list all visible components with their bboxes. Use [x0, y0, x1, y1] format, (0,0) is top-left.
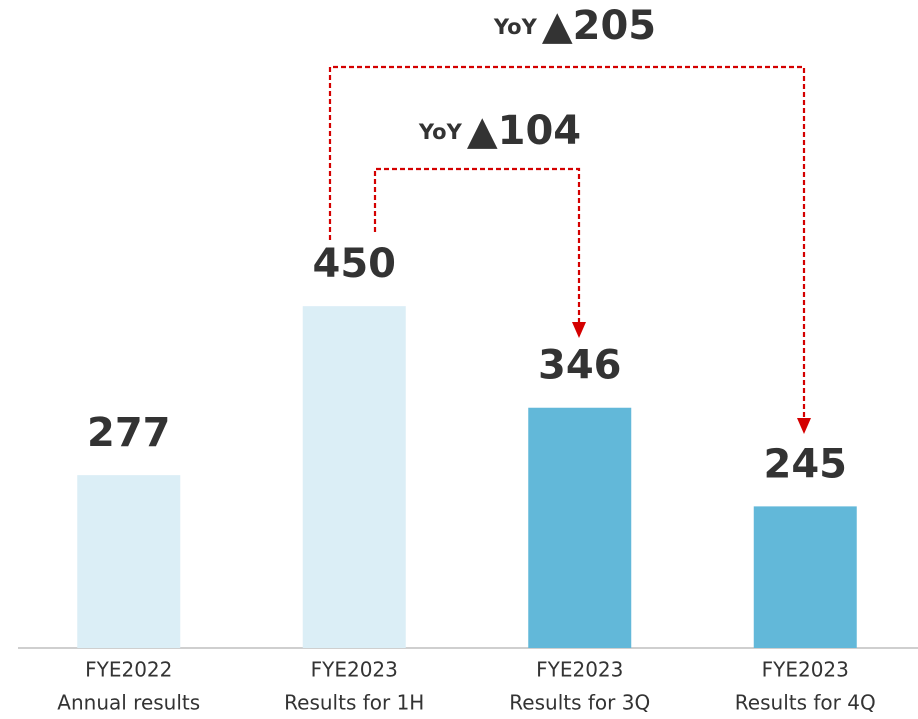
annotation: YoY ▲205: [493, 3, 656, 49]
arrow-head: [572, 322, 586, 338]
x-tick-label: FYE2022: [85, 658, 172, 682]
x-tick-label: Results for 1H: [284, 691, 424, 715]
x-tick-label: FYE2023: [311, 658, 398, 682]
x-tick-label: Annual results: [57, 691, 200, 715]
arrow-line: [328, 65, 806, 418]
annotation: YoY ▲104: [418, 108, 581, 154]
value-label: 450: [313, 241, 397, 287]
arrow-head: [797, 418, 811, 434]
x-tick-label: Results for 3Q: [509, 691, 650, 715]
annotation-label: YoY: [493, 15, 538, 39]
annotation-change: ▲104: [467, 108, 581, 154]
value-label: 245: [764, 441, 848, 487]
value-label: 277: [87, 410, 171, 456]
yoy-arrow-inner: [373, 167, 586, 338]
value-label: 346: [538, 343, 622, 389]
yoy-arrow-outer: [328, 65, 811, 434]
arrow-line: [373, 167, 581, 322]
bar: [753, 506, 857, 648]
annotation-label: YoY: [418, 120, 463, 144]
x-tick-label: FYE2023: [762, 658, 849, 682]
bar: [528, 407, 632, 648]
bar: [77, 475, 181, 648]
annotation-change: ▲205: [542, 3, 656, 49]
bar: [302, 306, 406, 648]
x-tick-label: Results for 4Q: [735, 691, 876, 715]
x-tick-label: FYE2023: [536, 658, 623, 682]
